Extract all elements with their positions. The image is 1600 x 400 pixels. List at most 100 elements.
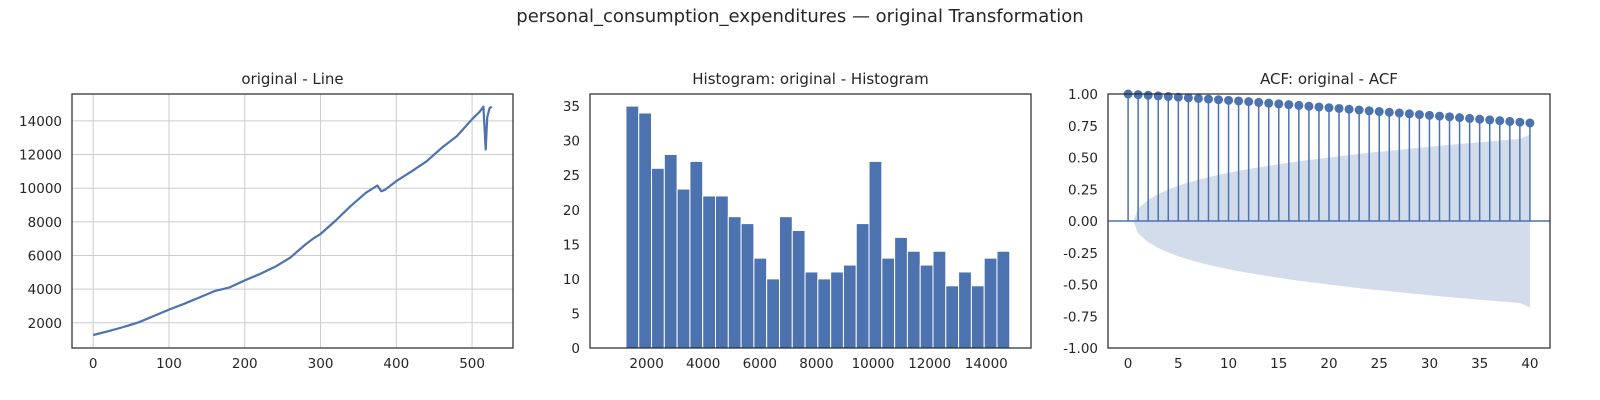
acf-marker xyxy=(1364,106,1374,116)
acf-y-tick-label: -0.50 xyxy=(1063,278,1098,294)
acf-stems xyxy=(1127,94,1531,221)
figure-title: personal_consumption_expenditures — orig… xyxy=(516,6,1083,27)
acf-marker xyxy=(1244,97,1254,107)
histogram-y-tick-label: 10 xyxy=(563,272,580,288)
acf-marker xyxy=(1475,114,1485,124)
acf-y-tick-label: 1.00 xyxy=(1068,87,1098,103)
histogram-bar xyxy=(842,264,857,349)
histogram-bar xyxy=(778,216,793,349)
histogram-bar xyxy=(625,105,640,349)
acf-marker xyxy=(1354,105,1364,115)
histogram-bar xyxy=(804,271,819,349)
line-plot-title: original - Line xyxy=(241,70,343,88)
line-y-tick-labels: 2000 4000 6000 8000 10000 12000 14000 xyxy=(19,114,62,332)
panel-histogram: 2000 4000 6000 8000 10000 12000 14000 0 5 10 15 20… xyxy=(563,70,1032,372)
histogram-bar xyxy=(740,223,755,349)
acf-marker xyxy=(1485,115,1495,125)
acf-marker xyxy=(1143,90,1153,100)
acf-marker xyxy=(1224,95,1234,105)
acf-marker xyxy=(1394,108,1404,118)
acf-marker xyxy=(1505,116,1515,126)
histogram-bar xyxy=(970,285,985,349)
acf-marker xyxy=(1304,101,1314,111)
histogram-y-tick-labels: 0 5 10 15 20 25 30 35 xyxy=(563,99,580,357)
acf-marker xyxy=(1334,103,1344,113)
histogram-bar xyxy=(817,278,832,349)
line-plot-frame xyxy=(71,93,514,349)
acf-x-tick-label: 20 xyxy=(1320,356,1337,372)
histogram-bar xyxy=(830,271,844,349)
acf-marker xyxy=(1234,96,1244,106)
histogram-y-tick-label: 0 xyxy=(571,341,580,357)
acf-y-tick-label: -1.00 xyxy=(1063,341,1098,357)
acf-x-tick-label: 35 xyxy=(1471,356,1488,372)
acf-x-tick-label: 25 xyxy=(1371,356,1388,372)
line-y-tick-label: 6000 xyxy=(28,248,62,264)
histogram-bar xyxy=(663,153,678,349)
acf-y-tick-label: -0.25 xyxy=(1063,246,1098,262)
acf-x-tick-labels: 0 5 10 15 20 25 30 35 40 xyxy=(1124,356,1539,372)
acf-marker xyxy=(1294,100,1304,110)
histogram-bar xyxy=(868,160,883,349)
histogram-plot-title: Histogram: original - Histogram xyxy=(692,70,928,88)
histogram-bar xyxy=(906,250,921,349)
histogram-bar xyxy=(702,195,717,349)
acf-marker xyxy=(1264,98,1274,108)
histogram-bar xyxy=(983,257,998,349)
histogram-bar xyxy=(996,250,1011,349)
histogram-bar xyxy=(945,285,960,349)
histogram-bar xyxy=(932,250,947,349)
histogram-bar xyxy=(791,230,806,349)
acf-marker xyxy=(1153,91,1163,101)
histogram-bar xyxy=(727,216,742,349)
acf-marker xyxy=(1414,110,1424,120)
acf-x-tick-label: 5 xyxy=(1174,356,1183,372)
line-x-tick-label: 400 xyxy=(383,356,409,372)
histogram-x-tick-label: 2000 xyxy=(629,356,663,372)
line-y-tick-label: 12000 xyxy=(19,148,62,164)
line-series-original xyxy=(92,105,493,337)
acf-marker xyxy=(1374,107,1384,117)
acf-marker xyxy=(1465,113,1475,123)
line-y-tick-label: 14000 xyxy=(19,114,62,130)
line-y-tick-label: 8000 xyxy=(28,215,62,231)
line-y-tick-label: 10000 xyxy=(19,181,62,197)
histogram-bar xyxy=(881,257,896,349)
acf-marker xyxy=(1254,97,1264,107)
histogram-bar xyxy=(958,271,972,349)
acf-y-tick-labels: -1.00 -0.75 -0.50 -0.25 0.00 0.25 0.50 0.75 1.00 xyxy=(1063,87,1098,357)
histogram-bars xyxy=(625,105,1011,349)
line-x-tick-label: 500 xyxy=(459,356,485,372)
acf-x-tick-label: 30 xyxy=(1421,356,1438,372)
histogram-bar xyxy=(689,160,704,349)
histogram-bar xyxy=(855,223,870,349)
acf-marker xyxy=(1163,92,1173,102)
acf-marker xyxy=(1173,92,1183,102)
histogram-bar xyxy=(919,264,934,349)
panel-line: 0 100 200 300 400 500 2000 4000 6000 8000 10000 12… xyxy=(19,70,514,372)
acf-x-tick-label: 15 xyxy=(1270,356,1287,372)
histogram-bar xyxy=(651,167,665,349)
histogram-x-tick-label: 10000 xyxy=(852,356,895,372)
acf-y-tick-label: 0.00 xyxy=(1068,214,1098,230)
line-x-tick-label: 100 xyxy=(156,356,182,372)
acf-marker xyxy=(1435,111,1444,121)
histogram-bar xyxy=(753,257,768,349)
acf-marker xyxy=(1424,110,1434,120)
histogram-y-tick-label: 20 xyxy=(563,203,580,219)
histogram-bar xyxy=(715,195,729,349)
histogram-bar xyxy=(676,188,691,349)
acf-marker xyxy=(1515,117,1525,127)
acf-marker xyxy=(1314,102,1324,112)
acf-x-tick-label: 10 xyxy=(1220,356,1237,372)
acf-marker xyxy=(1284,100,1294,110)
histogram-x-tick-label: 8000 xyxy=(799,356,833,372)
histogram-bar xyxy=(894,236,908,349)
acf-marker xyxy=(1324,103,1334,113)
acf-x-tick-label: 0 xyxy=(1124,356,1133,372)
panel-acf: 0 5 10 15 20 25 30 35 40 -1.00 -0.75 -0.50 -0.25 0.0… xyxy=(1063,70,1551,372)
histogram-bar xyxy=(766,278,780,349)
acf-marker xyxy=(1455,113,1465,123)
histogram-x-tick-label: 6000 xyxy=(743,356,777,372)
